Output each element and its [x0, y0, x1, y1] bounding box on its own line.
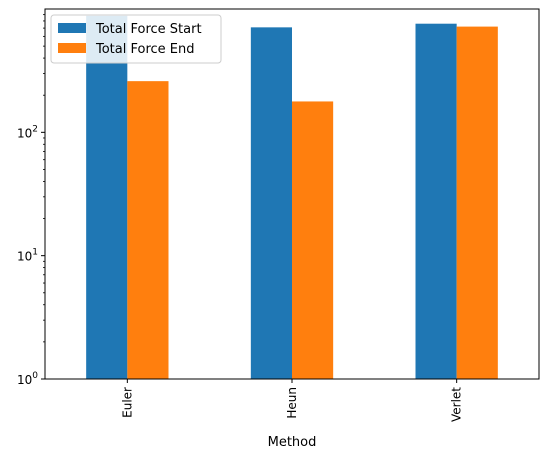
x-tick-label-heun: Heun [285, 387, 299, 419]
x-tick-label-euler: Euler [120, 387, 134, 418]
bar-heun-start [251, 27, 292, 379]
bar-verlet-start [416, 24, 457, 379]
legend-swatch-start [58, 23, 86, 33]
bar-verlet-end [457, 27, 498, 379]
legend: Total Force Start Total Force End [51, 15, 221, 63]
y-tick-label: 101 [17, 248, 38, 264]
x-tick-label-verlet: Verlet [450, 387, 464, 422]
bars-layer [86, 16, 498, 379]
x-axis-label: Method [268, 435, 317, 450]
legend-label-end: Total Force End [95, 42, 195, 57]
y-tick-label: 102 [17, 124, 38, 140]
legend-swatch-end [58, 43, 86, 53]
bar-euler-start [86, 16, 127, 379]
bar-heun-end [292, 101, 333, 379]
bar-euler-end [127, 81, 168, 379]
legend-label-start: Total Force Start [95, 22, 202, 37]
y-tick-label: 100 [17, 371, 38, 387]
